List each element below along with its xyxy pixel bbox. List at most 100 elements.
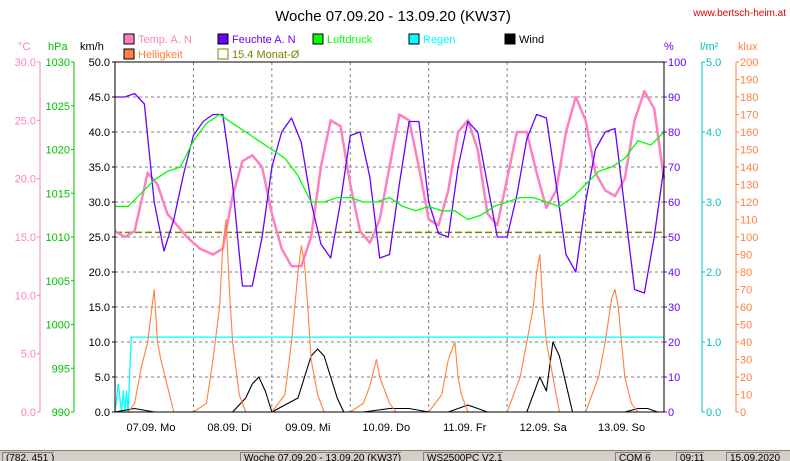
humidity-tick-label: 30 [668, 302, 680, 314]
rain-tick-label: 1.0 [706, 337, 721, 349]
legend-label: Temp. A. N [138, 34, 192, 46]
humidity-tick-label: 90 [668, 92, 680, 104]
legend-swatch [312, 33, 324, 45]
brightness-tick-label: 200 [740, 57, 758, 69]
series-line-luftdruck [115, 113, 665, 221]
legend-label: Feuchte A. N [232, 34, 296, 46]
axes: 0.05.010.015.020.025.030.099099510001005… [15, 57, 759, 434]
brightness-unit: klux [738, 41, 758, 53]
temp-tick-label: 15.0 [15, 232, 36, 244]
site-url[interactable]: www.bertsch-heim.at [692, 8, 786, 19]
brightness-tick-label: 180 [740, 92, 758, 104]
legend-swatch [123, 33, 135, 45]
brightness-tick-label: 20 [740, 372, 752, 384]
humidity-tick-label: 70 [668, 162, 680, 174]
series-line-helligkeit [115, 218, 664, 413]
humidity-tick-label: 80 [668, 127, 680, 139]
wind-tick-label: 50.0 [89, 57, 110, 69]
pressure-tick-label: 1020 [46, 145, 70, 157]
temp-tick-label: 0.0 [21, 407, 36, 419]
temp-tick-label: 5.0 [21, 349, 36, 361]
wind-tick-label: 0.0 [95, 407, 110, 419]
grid [115, 62, 664, 412]
temp-tick-label: 20.0 [15, 174, 36, 186]
humidity-tick-label: 10 [668, 372, 680, 384]
pressure-tick-label: 1000 [46, 320, 70, 332]
status-cell: (782, 451 ) [2, 452, 55, 461]
brightness-tick-label: 80 [740, 267, 752, 279]
status-cell: COM 6 [615, 452, 651, 461]
rain-unit: l/m² [700, 41, 719, 53]
rain-tick-label: 2.0 [706, 267, 721, 279]
brightness-tick-label: 150 [740, 145, 758, 157]
wind-tick-label: 25.0 [89, 232, 110, 244]
brightness-tick-label: 70 [740, 285, 752, 297]
status-cell: 15.09.2020 [726, 452, 781, 461]
brightness-tick-label: 10 [740, 390, 752, 402]
rain-tick-label: 0.0 [706, 407, 721, 419]
pressure-tick-label: 1010 [46, 232, 70, 244]
brightness-tick-label: 90 [740, 250, 752, 262]
legend-label: Wind [519, 34, 544, 46]
x-tick-label: 11.09. Fr [443, 422, 487, 434]
brightness-tick-label: 50 [740, 320, 752, 332]
legend-swatch [123, 48, 135, 60]
wind-tick-label: 10.0 [89, 337, 110, 349]
temp-tick-label: 10.0 [15, 290, 36, 302]
pressure-tick-label: 990 [52, 407, 70, 419]
brightness-tick-label: 120 [740, 197, 758, 209]
pressure-tick-label: 1005 [46, 276, 70, 288]
legend-swatch [217, 33, 229, 45]
rain-tick-label: 3.0 [706, 197, 721, 209]
x-tick-label: 09.09. Mi [285, 422, 330, 434]
brightness-tick-label: 100 [740, 232, 758, 244]
humidity-tick-label: 40 [668, 267, 680, 279]
chart-title: Woche 07.09.20 - 13.09.20 (KW37) [275, 8, 511, 25]
legend-label: Luftdruck [327, 34, 373, 46]
brightness-tick-label: 0 [740, 407, 746, 419]
legend-label: Regen [423, 34, 455, 46]
wind-tick-label: 40.0 [89, 127, 110, 139]
series-line-temp-a-n [114, 89, 666, 268]
pressure-tick-label: 1030 [46, 57, 70, 69]
wind-tick-label: 15.0 [89, 302, 110, 314]
legend-label: Helligkeit [138, 49, 183, 61]
legend-label: 15.4 Monat-Ø [232, 49, 300, 61]
status-bar: (782, 451 ) Woche 07.09.20 - 13.09.20 (KW… [0, 450, 790, 461]
humidity-tick-label: 20 [668, 337, 680, 349]
humidity-tick-label: 50 [668, 232, 680, 244]
status-cell: WS2500PC V2.1 [423, 452, 503, 461]
brightness-tick-label: 190 [740, 75, 758, 87]
brightness-tick-label: 160 [740, 127, 758, 139]
legend: Temp. A. N Feuchte A. N Luftdruck Regen Wind… [123, 33, 544, 61]
wind-tick-label: 45.0 [89, 92, 110, 104]
legend-swatch [504, 33, 516, 45]
series-line-feuchte-a-n [115, 92, 665, 294]
rain-tick-label: 5.0 [706, 57, 721, 69]
temp-tick-label: 30.0 [15, 57, 36, 69]
brightness-tick-label: 60 [740, 302, 752, 314]
humidity-tick-label: 100 [668, 57, 686, 69]
pressure-tick-label: 995 [52, 363, 70, 375]
x-tick-label: 10.09. Do [362, 422, 410, 434]
brightness-tick-label: 140 [740, 162, 758, 174]
plot-frame [114, 61, 665, 413]
legend-swatch [408, 33, 420, 45]
status-cell: Woche 07.09.20 - 13.09.20 (KW37) [240, 452, 402, 461]
brightness-tick-label: 170 [740, 110, 758, 122]
brightness-tick-label: 110 [740, 215, 758, 227]
x-tick-label: 07.09. Mo [127, 422, 176, 434]
wind-tick-label: 30.0 [89, 197, 110, 209]
humidity-unit: % [664, 41, 674, 53]
wind-unit: km/h [80, 41, 104, 53]
brightness-tick-label: 130 [740, 180, 758, 192]
pressure-unit: hPa [48, 41, 68, 53]
x-tick-label: 08.09. Di [207, 422, 251, 434]
brightness-tick-label: 30 [740, 355, 752, 367]
wind-tick-label: 35.0 [89, 162, 110, 174]
x-tick-label: 12.09. Sa [520, 422, 568, 434]
temp-unit: °C [18, 41, 30, 53]
wind-tick-label: 20.0 [89, 267, 110, 279]
brightness-tick-label: 40 [740, 337, 752, 349]
status-cell: 09:11 [676, 452, 705, 461]
